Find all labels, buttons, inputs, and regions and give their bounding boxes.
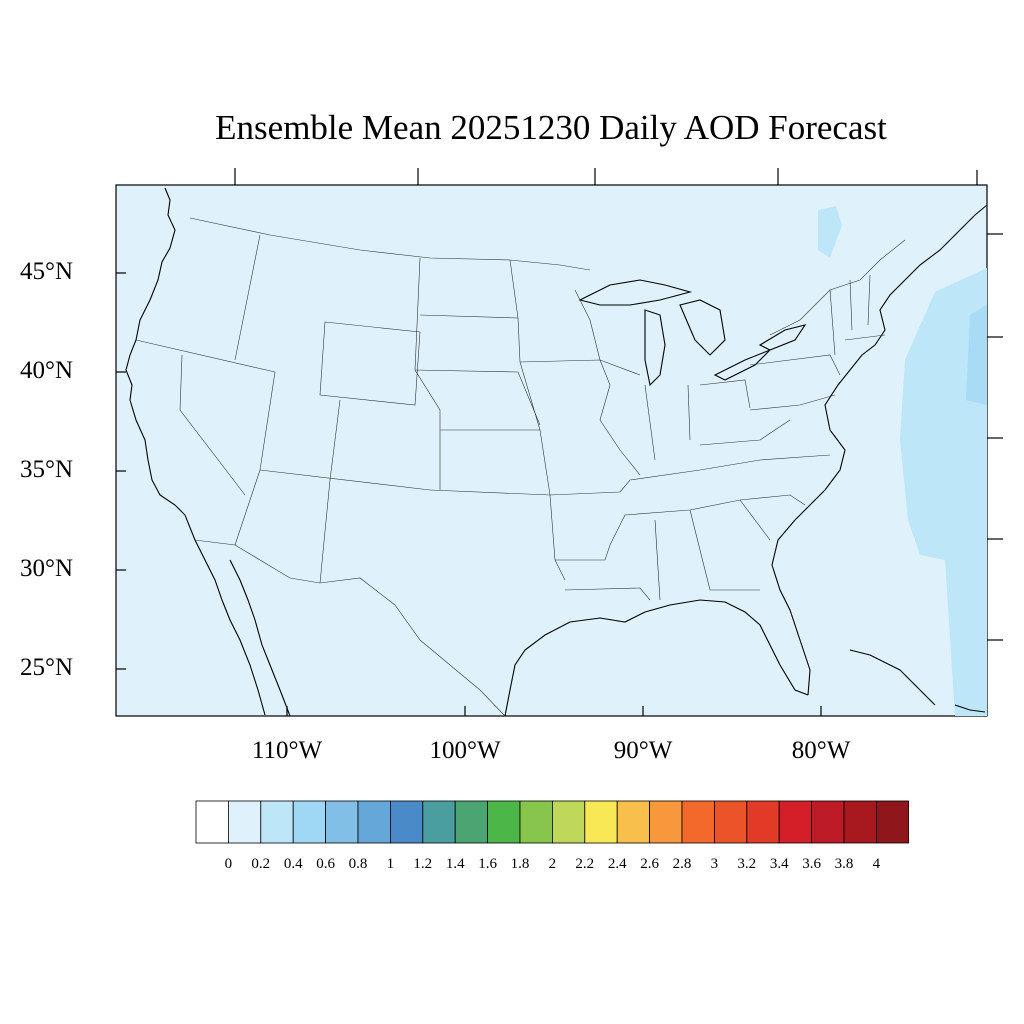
lon-label-110: 110°W [251, 737, 323, 764]
colorbar-tick-label: 1.8 [510, 856, 530, 872]
lon-label-80: 80°W [791, 737, 851, 764]
map-background [115, 184, 988, 717]
colorbar-tick-label: 2.4 [607, 856, 627, 872]
colorbar-tick-label: 4 [872, 856, 881, 872]
state-borders [135, 217, 906, 717]
colorbar-swatch [325, 800, 359, 844]
colorbar-tick-label: 2 [548, 856, 557, 872]
colorbar-swatch [714, 800, 748, 844]
axis-ticks [116, 168, 1003, 716]
map-title: Ensemble Mean 20251230 Daily AOD Forecas… [215, 108, 887, 147]
colorbar-swatch [778, 800, 813, 844]
colorbar-tick-label: 3 [710, 856, 719, 872]
colorbar-tick-label: 1.6 [478, 856, 497, 872]
colorbar-swatch [811, 800, 845, 844]
colorbar-tick-label: 2.2 [575, 856, 595, 872]
colorbar-swatch [422, 800, 456, 844]
colorbar-swatch [454, 800, 489, 844]
colorbar-tick-label: 1.4 [445, 856, 465, 872]
colorbar-tick-label: 3.4 [769, 856, 789, 872]
colorbar-tick-label: 0 [224, 856, 233, 872]
colorbar-swatch [228, 800, 262, 844]
colorbar-swatch [195, 800, 229, 844]
colorbar-swatch [551, 800, 586, 844]
colorbar-swatch [519, 800, 553, 844]
colorbar-swatch [876, 800, 909, 844]
colorbar-swatch [746, 800, 780, 844]
colorbar-swatch [649, 800, 683, 844]
colorbar-tick-label: 0.8 [348, 856, 368, 872]
colorbar-tick-label: 1 [386, 856, 395, 872]
colorbar-tick-label: 0.6 [316, 856, 335, 872]
colorbar-swatch [584, 800, 618, 844]
aod-region-newfoundland [818, 206, 842, 258]
lat-label-25: 25°N [20, 654, 74, 681]
colorbar-swatch [292, 800, 326, 844]
colorbar-tick-label: 2.8 [672, 856, 692, 872]
colorbar-tick-label: 3.2 [737, 856, 757, 872]
colorbar-tick-label: 3.8 [834, 856, 854, 872]
colorbar-swatch [389, 800, 424, 844]
colorbar-tick-label: 1.2 [413, 856, 433, 872]
lat-label-40: 40°N [20, 357, 74, 384]
colorbar-swatch [843, 800, 877, 844]
colorbar [195, 800, 909, 844]
colorbar-tick-label: 0.4 [283, 856, 303, 872]
colorbar-tick-label: 3.6 [802, 856, 821, 872]
colorbar-swatch [260, 800, 294, 844]
colorbar-tick-label: 0.2 [251, 856, 271, 872]
lat-label-45: 45°N [20, 258, 74, 285]
lat-label-30: 30°N [20, 555, 74, 582]
colorbar-swatch [487, 800, 521, 844]
colorbar-swatch [616, 800, 651, 844]
lon-label-100: 100°W [429, 737, 501, 764]
aod-region-atlantic [900, 268, 987, 716]
colorbar-swatch [681, 800, 715, 844]
lat-label-35: 35°N [20, 456, 74, 483]
colorbar-swatch [357, 800, 391, 844]
lon-label-90: 90°W [613, 737, 673, 764]
colorbar-tick-label: 2.6 [640, 856, 659, 872]
coastlines [125, 187, 988, 717]
aod-region-atlantic-patch [966, 305, 987, 405]
